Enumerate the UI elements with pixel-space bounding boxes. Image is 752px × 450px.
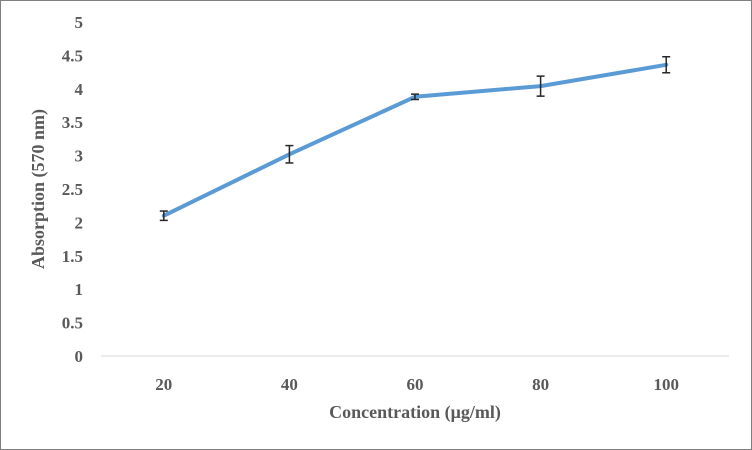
error-bar <box>536 75 545 97</box>
series-line <box>161 62 669 218</box>
y-tick-label: 0 <box>75 347 84 366</box>
y-tick-label: 3.5 <box>62 113 83 132</box>
x-axis-title: Concentration (μg/ml) <box>329 402 501 423</box>
x-axis-ticks: 20 40 60 80 100 <box>155 375 679 394</box>
series-group <box>159 55 671 222</box>
x-tick-label: 60 <box>407 375 424 394</box>
error-bar <box>159 210 168 222</box>
y-tick-label: 2.5 <box>62 180 83 199</box>
y-tick-label: 5 <box>75 13 84 32</box>
x-tick-label: 100 <box>653 375 679 394</box>
y-tick-label: 0.5 <box>62 314 83 333</box>
y-tick-label: 1.5 <box>62 247 83 266</box>
error-bar <box>662 55 671 74</box>
y-tick-label: 4.5 <box>62 46 83 65</box>
y-axis-ticks: 0 0.5 1 1.5 2 2.5 3 3.5 4 4.5 5 <box>62 13 84 366</box>
x-tick-label: 80 <box>532 375 549 394</box>
error-bar <box>411 93 419 101</box>
y-tick-label: 1 <box>75 280 84 299</box>
y-tick-label: 4 <box>75 80 84 99</box>
error-bar <box>285 144 294 164</box>
x-tick-label: 20 <box>155 375 172 394</box>
y-axis-title: Absorption (570 nm) <box>28 109 49 269</box>
x-tick-label: 40 <box>281 375 298 394</box>
y-tick-label: 3 <box>75 147 84 166</box>
y-tick-label: 2 <box>75 213 84 232</box>
